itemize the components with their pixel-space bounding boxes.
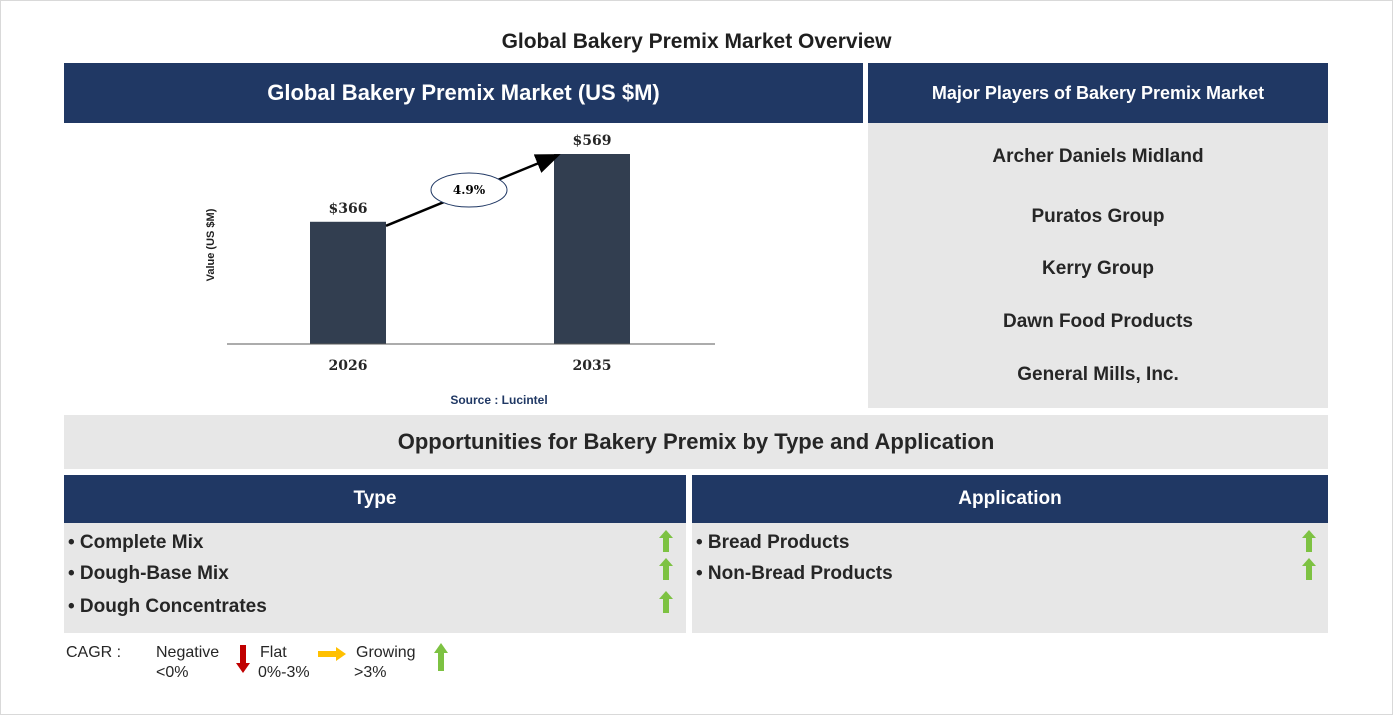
negative-legend-range: <0% (156, 664, 189, 681)
flat-legend-range: 0%-3% (258, 664, 310, 681)
cagr-legend-label: CAGR : (66, 644, 122, 661)
negative-legend-label: Negative (156, 644, 220, 661)
type-list: • Complete Mix • Dough-Base Mix • Dough … (64, 523, 686, 633)
application-item: • Bread Products (696, 532, 850, 553)
growing-arrow-icon (659, 591, 673, 613)
chart-source: Source : Lucintel (450, 393, 547, 407)
type-item: • Dough Concentrates (68, 596, 267, 617)
type-item: • Complete Mix (68, 532, 204, 553)
negative-arrow-icon (236, 645, 250, 673)
bar-chart: $366 2026 $569 2035 Value (US $M) 4.9% Sour… (205, 133, 715, 407)
growing-arrow-icon (1302, 558, 1316, 580)
players-header: Major Players of Bakery Premix Market (868, 63, 1328, 123)
type-header: Type (64, 475, 686, 523)
player-item: Puratos Group (1031, 206, 1165, 227)
application-item: • Non-Bread Products (696, 563, 893, 584)
cagr-ellipse (430, 172, 508, 208)
player-item: General Mills, Inc. (1017, 364, 1179, 385)
flat-arrow-icon (318, 647, 346, 661)
growing-arrow-icon (1302, 530, 1316, 552)
player-item: Dawn Food Products (1003, 311, 1193, 332)
opportunities-title: Opportunities for Bakery Premix by Type … (64, 415, 1328, 469)
growing-arrow-icon (659, 558, 673, 580)
bar-2026 (310, 221, 386, 344)
growing-legend-range: >3% (354, 664, 387, 681)
page-title: Global Bakery Premix Market Overview (501, 30, 892, 53)
growing-legend-label: Growing (356, 644, 416, 661)
application-header: Application (692, 475, 1328, 523)
flat-legend-label: Flat (260, 644, 287, 661)
player-item: Archer Daniels Midland (992, 146, 1204, 167)
growing-arrow-icon (659, 530, 673, 552)
bar-value-label: $569 (573, 133, 612, 149)
type-item: • Dough-Base Mix (68, 563, 229, 584)
x-tick-label: 2026 (329, 358, 368, 374)
bar-2035 (554, 154, 630, 344)
chart-panel-header: Global Bakery Premix Market (US $M) (64, 63, 863, 123)
player-item: Kerry Group (1042, 258, 1154, 279)
application-list: • Bread Products • Non-Bread Products (692, 523, 1328, 633)
players-list: Archer Daniels Midland Puratos Group Ker… (868, 123, 1328, 408)
bar-value-label: $366 (329, 201, 368, 217)
x-tick-label: 2035 (573, 358, 612, 374)
cagr-label: 4.9% (453, 183, 486, 197)
y-axis-label: Value (US $M) (205, 208, 217, 281)
growing-arrow-icon (434, 643, 448, 671)
